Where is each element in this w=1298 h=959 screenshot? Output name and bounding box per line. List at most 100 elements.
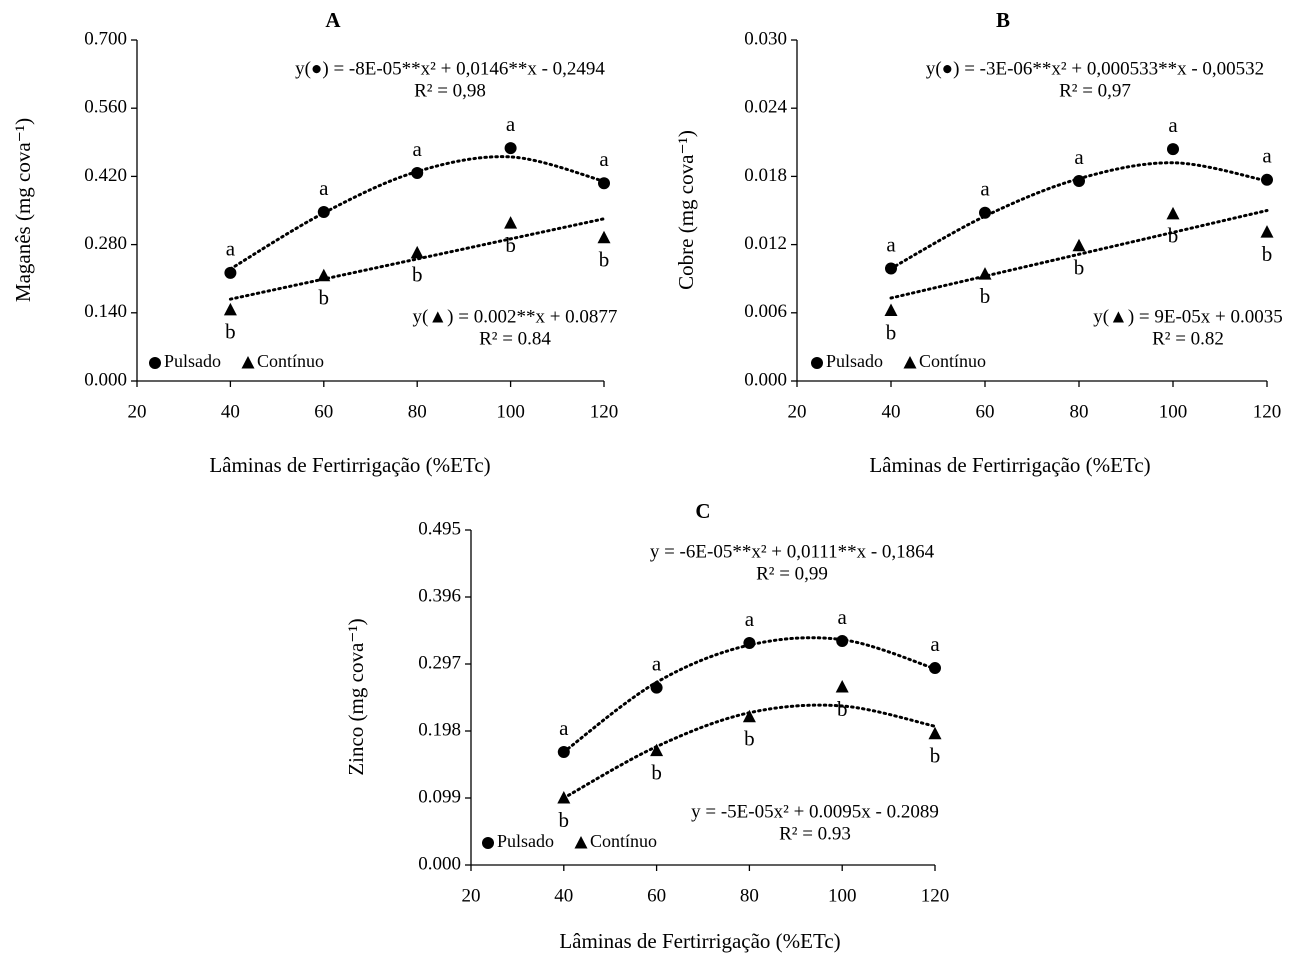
y-axis-label: Zinco (mg cova⁻¹) [344,618,368,775]
point-label: b [886,320,897,344]
x-tick-label: 80 [408,401,427,422]
equation: y(●) = -3E-06**x² + 0,000533**x - 0,0053… [926,58,1264,79]
point-label: a [1074,145,1084,169]
data-point [885,262,897,275]
point-label: a [413,137,423,161]
point-label: b [837,697,848,721]
point-label: a [1262,144,1272,168]
x-tick-label: 100 [496,401,525,422]
point-label: b [744,727,755,751]
data-point [979,206,991,219]
r-squared: R² = 0,98 [414,80,486,101]
data-point [1072,238,1086,252]
x-tick-label: 80 [740,885,759,906]
r-squared: R² = 0,99 [756,563,828,584]
data-point [1166,206,1180,220]
data-point [557,745,570,758]
point-label: a [745,607,755,631]
data-point [650,743,664,757]
data-point [884,303,898,317]
data-point [743,637,756,650]
point-label: a [559,716,569,740]
equation: y = -5E-05x² + 0.0095x - 0.2089 [691,801,939,822]
point-label: a [226,237,236,261]
point-label: b [505,233,516,257]
point-label: b [1074,256,1085,280]
data-point [1167,143,1179,156]
y-tick-label: 0.280 [84,233,127,254]
data-point [317,205,330,218]
y-tick-label: 0.018 [744,165,787,186]
legend-marker [811,357,823,369]
y-tick-label: 0.700 [84,28,127,49]
y-tick-label: 0.140 [84,301,127,322]
data-point [504,216,518,229]
r-squared: R² = 0.84 [479,328,551,349]
x-tick-label: 60 [647,885,666,906]
point-label: b [412,263,423,287]
x-tick-label: 120 [921,885,950,906]
point-label: b [559,808,570,832]
point-label: b [1262,242,1273,266]
r-squared: R² = 0,97 [1059,80,1131,101]
legend-marker [903,356,917,369]
x-tick-label: 40 [221,401,240,422]
point-label: b [319,286,330,310]
data-point [504,142,517,155]
point-label: a [319,176,329,200]
y-tick-label: 0.099 [418,786,461,807]
equation: y(▲) = 9E-05x + 0.0035 [1093,306,1283,327]
x-tick-label: 60 [976,401,995,422]
data-point [223,302,237,316]
x-tick-label: 20 [128,401,147,422]
y-tick-label: 0.012 [744,233,787,254]
x-tick-label: 80 [1070,401,1089,422]
y-tick-label: 0.000 [744,369,787,390]
point-label: a [1168,113,1178,137]
point-label: b [599,248,610,272]
y-tick-label: 0.198 [418,719,461,740]
x-axis-label: Lâminas de Fertirrigação (%ETc) [559,929,840,953]
data-point [411,166,424,179]
y-tick-label: 0.396 [418,585,461,606]
x-tick-label: 100 [1159,401,1188,422]
y-tick-label: 0.297 [418,652,461,673]
chart-title: B [996,8,1010,32]
data-point [835,680,849,693]
legend-label: Pulsado [497,831,554,851]
data-point [224,266,237,279]
data-point [1073,174,1085,187]
y-tick-label: 0.000 [84,369,127,390]
x-tick-label: 120 [590,401,619,422]
trend-line [228,217,606,301]
data-point [742,709,756,723]
legend-marker [149,357,161,369]
legend-marker [574,836,588,849]
x-tick-label: 60 [314,401,333,422]
legend-label: Contínuo [590,831,657,851]
point-label: b [980,284,991,308]
y-tick-label: 0.420 [84,165,127,186]
point-label: a [980,177,990,201]
data-point [929,662,941,675]
y-tick-label: 0.006 [744,301,787,322]
y-tick-label: 0.000 [418,853,461,874]
x-tick-label: 20 [462,885,481,906]
data-point [1260,225,1274,238]
chart-title: A [325,8,341,32]
data-point [598,177,610,190]
r-squared: R² = 0.93 [779,823,851,844]
y-tick-label: 0.030 [744,28,787,49]
legend-label: Contínuo [257,351,324,371]
x-tick-label: 120 [1253,401,1282,422]
data-point [928,726,942,740]
chart-title: C [695,499,710,523]
y-axis-label: Cobre (mg cova⁻¹) [674,130,698,290]
data-point [1261,173,1273,186]
legend-marker [241,356,255,369]
legend-label: Pulsado [164,351,221,371]
data-point [410,245,424,259]
x-tick-label: 40 [882,401,901,422]
legend-label: Contínuo [919,351,986,371]
